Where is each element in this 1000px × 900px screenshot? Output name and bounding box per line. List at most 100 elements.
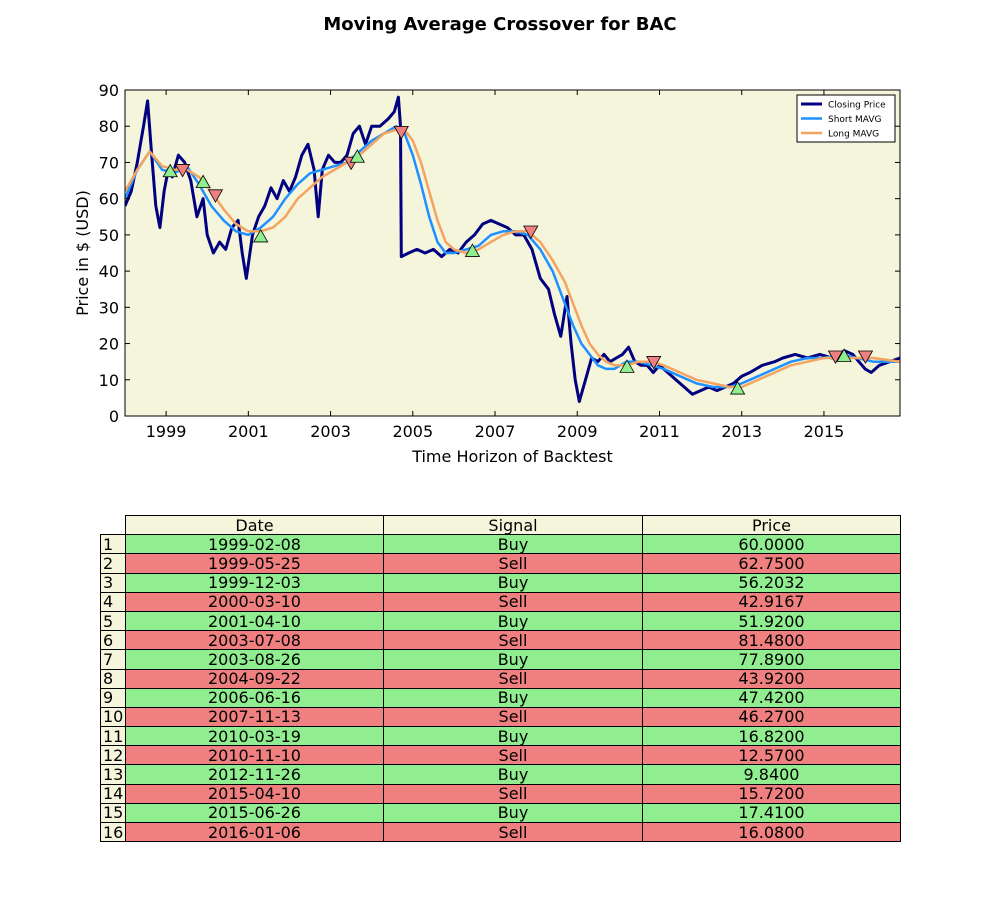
sell-signal-marker — [207, 189, 224, 203]
date-cell: 2006-06-16 — [125, 687, 384, 708]
y-tick-label: 80 — [99, 117, 119, 136]
y-tick-label: 0 — [109, 407, 119, 426]
price-cell: 9.8400 — [642, 764, 901, 785]
x-tick-label: 2007 — [475, 422, 516, 441]
x-tick-label: 2005 — [392, 422, 433, 441]
legend-label: Short MAVG — [828, 115, 882, 125]
table-row: 13 2012-11-26 Buy 9.8400 — [100, 764, 901, 785]
price-cell: 43.9200 — [642, 668, 901, 689]
x-tick-label: 1999 — [146, 422, 187, 441]
signal-cell: Sell — [383, 821, 643, 843]
table-row: 10 2007-11-13 Sell 46.2700 — [100, 706, 901, 728]
buy-signal-marker — [162, 163, 178, 178]
row-number: 11 — [100, 726, 126, 747]
sell-signal-marker — [523, 225, 539, 240]
date-cell: 2016-01-06 — [125, 821, 384, 843]
price-cell: 56.2032 — [642, 572, 901, 593]
column-header-price: Price — [642, 514, 901, 536]
price-cell: 16.8200 — [642, 726, 901, 747]
row-number: 9 — [100, 687, 126, 708]
date-cell: 2000-03-10 — [125, 591, 384, 612]
column-header-date: Date — [125, 514, 384, 536]
price-cell: 46.2700 — [642, 706, 901, 728]
signal-cell: Sell — [383, 668, 643, 689]
row-number: 16 — [100, 821, 126, 843]
signal-cell: Sell — [383, 783, 643, 804]
row-number: 2 — [100, 553, 126, 574]
price-chart: 1999 2001 2003 2005 2007 2009 2011 2013 2015 0 10 2… — [73, 81, 901, 466]
y-tick-label: 10 — [99, 371, 119, 390]
price-cell: 17.4100 — [642, 802, 901, 824]
signal-cell: Buy — [383, 802, 643, 824]
signal-table: Date Signal Price 1 1999-02-08 Buy 60.0000 2… — [100, 514, 901, 843]
buy-signal-marker — [349, 149, 365, 163]
closing-price-line — [125, 95, 900, 403]
price-cell: 42.9167 — [642, 591, 901, 612]
table-row: 7 2003-08-26 Buy 77.8900 — [100, 649, 901, 670]
price-cell: 15.7200 — [642, 783, 901, 804]
sell-signal-marker — [827, 350, 844, 365]
y-tick-label: 70 — [99, 153, 119, 172]
buy-signal-marker — [619, 359, 635, 373]
row-number: 15 — [100, 802, 126, 824]
signal-cell: Sell — [383, 745, 643, 766]
date-cell: 2003-08-26 — [125, 649, 384, 670]
date-cell: 2007-11-13 — [125, 706, 384, 728]
date-cell: 1999-05-25 — [125, 553, 384, 574]
sell-signal-marker — [393, 126, 409, 140]
date-cell: 2001-04-10 — [125, 610, 384, 632]
signal-cell: Buy — [383, 687, 643, 708]
table-body: 1 1999-02-08 Buy 60.0000 2 1999-05-25 Sell 62.7… — [100, 534, 901, 843]
date-cell: 2003-07-08 — [125, 630, 384, 651]
row-number: 5 — [100, 610, 126, 632]
table-row: 8 2004-09-22 Sell 43.9200 — [100, 668, 901, 689]
signal-cell: Sell — [383, 553, 643, 574]
date-cell: 2010-11-10 — [125, 745, 384, 766]
signal-cell: Sell — [383, 591, 643, 612]
sell-signal-marker — [857, 350, 874, 365]
signal-cell: Buy — [383, 726, 643, 747]
price-cell: 51.9200 — [642, 610, 901, 632]
series-layer — [125, 95, 900, 403]
table-row: 1 1999-02-08 Buy 60.0000 — [100, 534, 901, 555]
row-number: 10 — [100, 706, 126, 728]
signal-cell: Buy — [383, 764, 643, 785]
sell-signal-marker — [174, 164, 191, 178]
price-cell: 60.0000 — [642, 534, 901, 555]
table-header-row: Date Signal Price — [101, 514, 901, 536]
date-cell: 2015-04-10 — [125, 783, 384, 804]
table-row: 5 2001-04-10 Buy 51.9200 — [100, 610, 901, 632]
table-row: 6 2003-07-08 Sell 81.4800 — [100, 630, 901, 651]
chart-title: Moving Average Crossover for BAC — [323, 14, 677, 35]
table-row: 2 1999-05-25 Sell 62.7500 — [100, 553, 901, 574]
date-cell: 2012-11-26 — [125, 764, 384, 785]
date-cell: 1999-02-08 — [125, 534, 384, 555]
date-cell: 1999-12-03 — [125, 572, 384, 593]
signal-cell: Sell — [383, 706, 643, 728]
row-number: 14 — [100, 783, 126, 804]
x-axis-label: Time Horizon of Backtest — [411, 447, 613, 466]
y-tick-label: 90 — [99, 81, 119, 100]
table-row: 9 2006-06-16 Buy 47.4200 — [100, 687, 901, 708]
x-tick-label: 2015 — [804, 422, 845, 441]
y-tick-label: 30 — [99, 298, 119, 317]
x-tick-label: 2001 — [228, 422, 269, 441]
date-cell: 2015-06-26 — [125, 802, 384, 824]
signal-cell: Sell — [383, 630, 643, 651]
row-number: 4 — [100, 591, 126, 612]
row-number: 8 — [100, 668, 126, 689]
axes: 1999 2001 2003 2005 2007 2009 2011 2013 2015 0 10 2… — [73, 81, 900, 466]
table-corner — [101, 516, 126, 535]
row-number: 6 — [100, 630, 126, 651]
signal-cell: Buy — [383, 649, 643, 670]
table-row: 4 2000-03-10 Sell 42.9167 — [100, 591, 901, 612]
table-row: 14 2015-04-10 Sell 15.7200 — [100, 783, 901, 804]
price-cell: 47.4200 — [642, 687, 901, 708]
legend: Closing Price Short MAVG Long MAVG — [796, 94, 896, 143]
date-cell: 2004-09-22 — [125, 668, 384, 689]
sell-signal-marker — [646, 356, 662, 370]
y-tick-label: 60 — [99, 190, 119, 209]
table-row: 3 1999-12-03 Buy 56.2032 — [100, 572, 901, 593]
row-number: 1 — [100, 534, 126, 555]
price-cell: 81.4800 — [642, 630, 901, 651]
